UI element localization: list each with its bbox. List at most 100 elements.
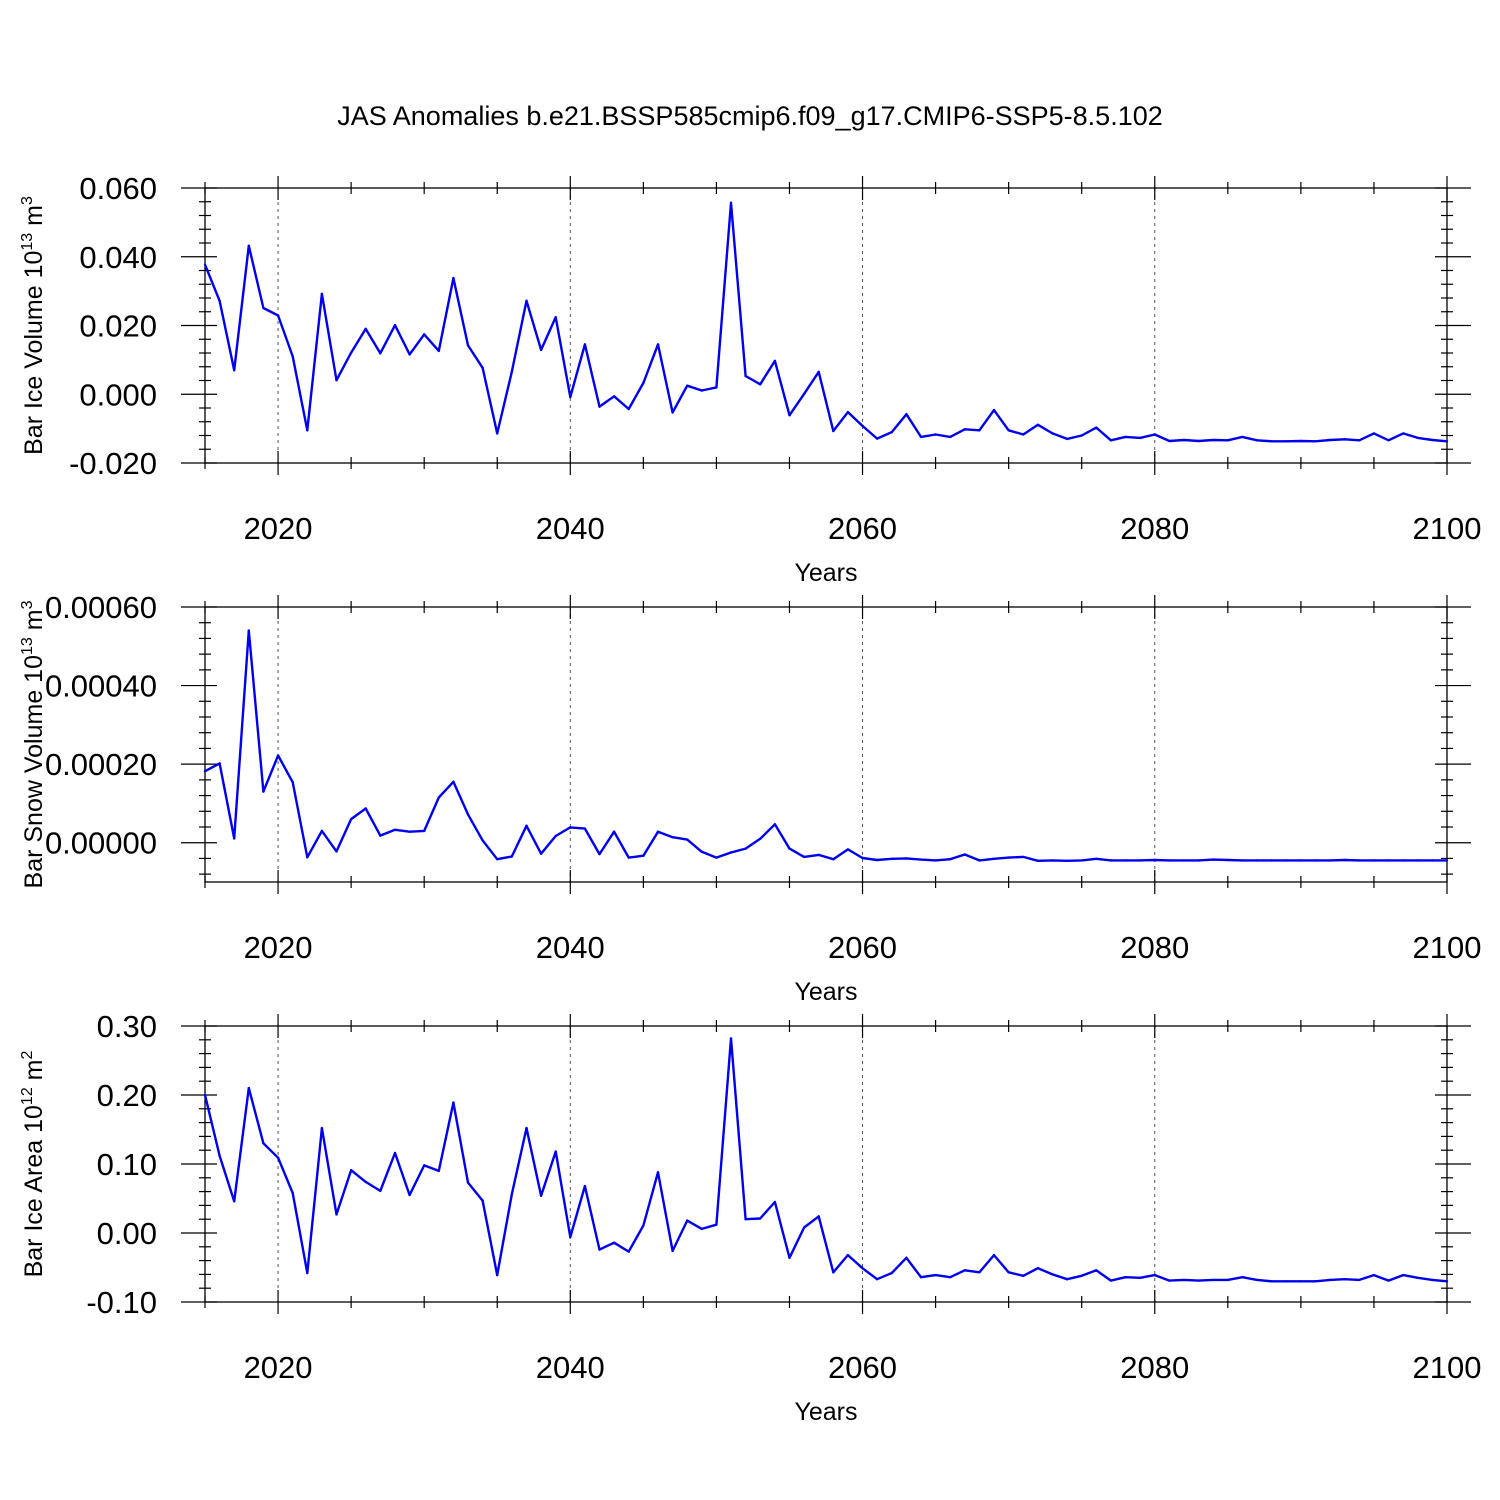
data-point [291,1191,294,1195]
data-point [539,852,543,855]
data-point [1182,859,1186,862]
data-point [1416,859,1420,862]
x-tick-label: 2100 [1413,1350,1482,1385]
data-point [875,437,879,440]
x-tick-label: 2040 [536,1350,605,1385]
data-point [203,770,207,773]
data-point [423,829,426,833]
data-point [1168,1279,1171,1282]
data-point [262,1142,265,1145]
data-point [320,1126,324,1130]
data-point [934,433,937,436]
data-point [364,327,367,331]
data-point [1402,432,1405,435]
data-point [539,1194,543,1197]
y-tick-label: 0.00040 [45,669,157,704]
data-point [320,292,324,296]
data-point [949,858,952,861]
data-point [1402,1273,1405,1277]
data-point [306,429,309,432]
data-point [233,369,236,372]
data-point [1197,439,1200,443]
data-point [1139,859,1142,862]
data-point [1080,1274,1083,1278]
data-point [291,355,294,358]
data-point [364,1180,367,1184]
data-point [1007,429,1010,432]
data-point [759,837,762,840]
data-point [1007,856,1010,859]
y-axis-label-unit-exponent: 3 [19,600,36,609]
data-point [1197,859,1200,862]
y-axis-label-unit: m [20,1060,48,1081]
data-point [393,828,397,831]
data-point [1051,859,1054,862]
data-point [817,370,820,374]
data-point [992,408,996,412]
data-point [1080,859,1083,862]
data-point [1387,439,1390,442]
data-point [612,395,616,398]
plot-frame [204,606,1448,883]
x-tick-label: 2040 [536,930,605,965]
data-point [759,383,762,386]
data-point [1372,432,1376,435]
data-point [1022,433,1025,436]
data-point [335,1213,338,1216]
data-point [218,299,221,302]
data-point [1080,434,1083,437]
data-point [1328,1278,1332,1282]
series-line [204,629,1447,862]
y-tick-label: 0.00060 [45,590,157,625]
data-point [291,781,294,784]
data-point [642,381,645,385]
data-point [1358,1278,1361,1282]
data-point [276,1156,280,1160]
data-point [1431,438,1434,442]
data-point [1343,1278,1346,1281]
data-point [466,344,470,347]
data-point [1212,1278,1215,1282]
data-point [817,853,820,857]
data-point [802,855,806,859]
y-tick-label: 0.000 [79,377,157,412]
data-point [1226,858,1230,862]
data-point [583,1184,587,1188]
data-point [1241,859,1244,862]
data-point [306,1271,309,1275]
data-point [788,1256,791,1260]
data-point [700,850,703,853]
data-point [452,1101,455,1104]
y-tick-label: 0.060 [79,171,157,206]
data-point [1124,1276,1127,1279]
data-point [1168,439,1171,443]
data-point [1124,435,1127,439]
data-point [1109,859,1113,862]
data-point [978,429,981,432]
data-point [1314,1280,1317,1283]
data-point [656,830,660,833]
data-point [496,432,499,435]
data-point [715,856,718,859]
data-point [627,856,630,859]
x-tick-label: 2040 [536,511,605,546]
data-point [569,395,572,399]
data-point [1226,1278,1230,1282]
data-point [525,299,528,302]
y-tick-label: -0.10 [86,1285,157,1320]
data-point [1153,433,1157,436]
data-point [1095,857,1098,860]
data-point [846,1253,850,1257]
data-point [1153,858,1157,862]
data-point [612,1241,616,1244]
y-axis-label: Bar Snow Volume 1013 m3 [19,600,48,888]
data-point [1241,435,1244,439]
data-point [583,827,587,830]
data-point [963,1269,966,1272]
data-point [1022,1274,1025,1278]
data-point [1124,859,1127,862]
data-point [1372,1273,1376,1277]
data-point [379,352,382,355]
data-point [452,780,455,783]
plot-frame [204,187,1448,464]
